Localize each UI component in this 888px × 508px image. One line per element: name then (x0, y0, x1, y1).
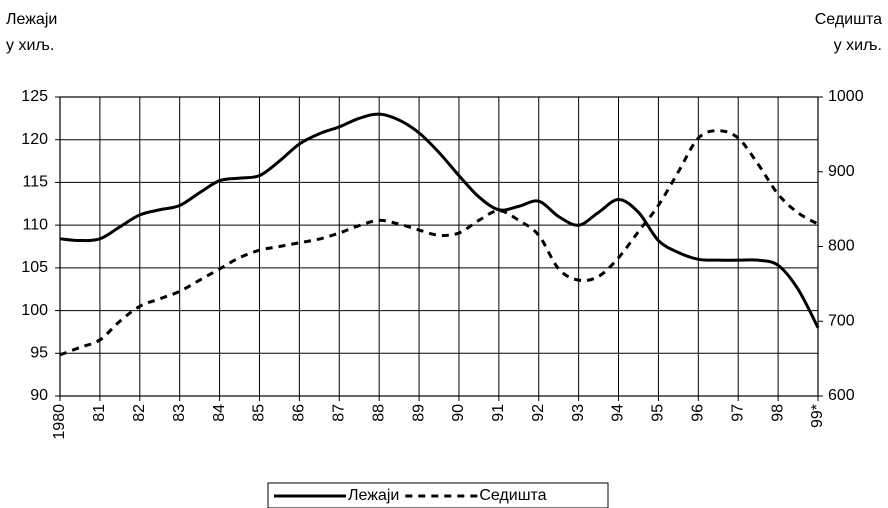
y2-tick-label: 600 (828, 387, 855, 404)
x-tick-label: 1980 (51, 404, 68, 440)
x-tick-label: 86 (291, 404, 308, 422)
y2-axis-title: Седишта (815, 11, 882, 28)
x-tick-label: 89 (410, 404, 427, 422)
data-line (59, 112, 820, 329)
y2-axis-title: у хиљ. (834, 37, 882, 54)
x-tick-label: 88 (370, 404, 387, 422)
x-tick-label: 85 (251, 404, 268, 422)
legend-label: Лежаји (348, 487, 399, 504)
y-axis-title: у хиљ. (6, 37, 54, 54)
y-axis-title: Лежаји (6, 11, 57, 28)
y-tick-label: 110 (22, 216, 48, 233)
x-tick-label: 83 (171, 404, 188, 422)
legend-label: Седишта (479, 487, 546, 504)
x-tick-label: 98 (769, 404, 786, 422)
x-tick-label: 99* (809, 404, 826, 428)
y-tick-label: 100 (21, 302, 48, 319)
y-tick-label: 125 (21, 88, 48, 105)
x-tick-label: 81 (91, 404, 108, 422)
x-tick-label: 91 (490, 404, 507, 422)
x-tick-label: 94 (610, 404, 627, 422)
data-line (59, 129, 819, 357)
x-tick-label: 97 (729, 404, 746, 422)
x-tick-label: 84 (211, 404, 228, 422)
y-tick-label: 95 (30, 345, 48, 362)
legend: Лежаји Седишта (267, 482, 609, 508)
x-tick-label: 90 (450, 404, 467, 422)
x-tick-label: 96 (690, 404, 707, 422)
y-tick-label: 120 (21, 131, 48, 148)
x-tick-label: 95 (650, 404, 667, 422)
y2-tick-label: 700 (828, 312, 855, 329)
x-tick-label: 93 (570, 404, 587, 422)
x-tick-label: 87 (330, 404, 347, 422)
y2-tick-label: 1000 (828, 88, 864, 105)
y-tick-label: 90 (30, 387, 48, 404)
x-tick-label: 82 (131, 404, 148, 422)
y-tick-label: 115 (22, 174, 48, 191)
x-tick-label: 92 (530, 404, 547, 422)
y2-tick-label: 800 (828, 238, 855, 255)
y-tick-label: 105 (21, 259, 48, 276)
y2-tick-label: 900 (828, 163, 855, 180)
plot-frame (59, 96, 819, 397)
